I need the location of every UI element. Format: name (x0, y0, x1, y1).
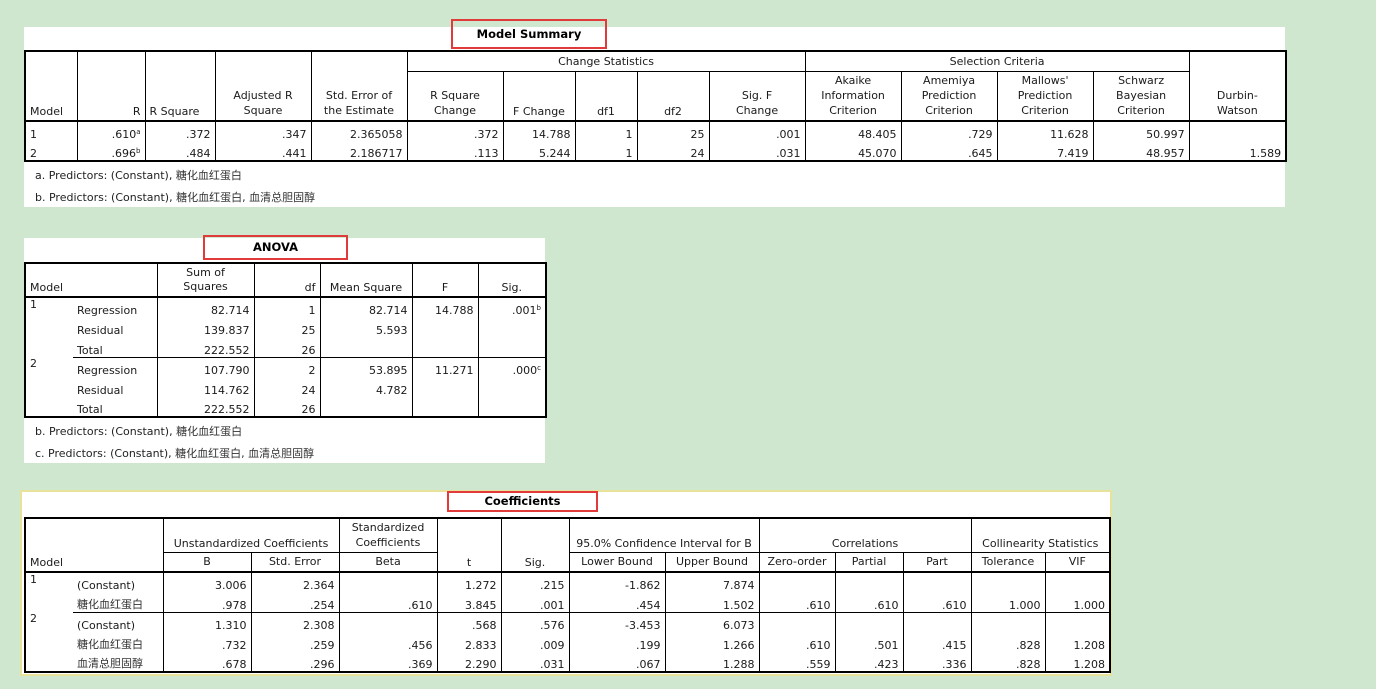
anova-footnote-c: c. Predictors: (Constant), 糖化血红蛋白, 血清总胆固… (35, 447, 315, 460)
col-df1: df1 (574, 71, 637, 121)
col-r-square-change: R Square Change (406, 71, 503, 121)
col-part: Part (902, 552, 972, 572)
anova-title: ANOVA (203, 235, 348, 260)
col-adj-r-square: Adjusted R Square (214, 50, 311, 121)
col-f-change: F Change (502, 71, 575, 121)
group-confidence-interval: 95.0% Confidence Interval for B (568, 517, 760, 553)
col-mallows: Mallows' Prediction Criterion (996, 71, 1094, 121)
table-row: 糖化血红蛋白 .978 .254 .610 3.845 .001 .454 1.… (25, 592, 1112, 613)
col-schwarz: Schwarz Bayesian Criterion (1092, 71, 1190, 121)
group-collinearity: Collinearity Statistics (970, 517, 1112, 553)
col-df: df (253, 262, 320, 298)
col-sig: Sig. (500, 517, 569, 572)
col-r: R (76, 50, 145, 121)
col-model: Model (24, 262, 157, 298)
group-standardized: Standardized Coefficients (338, 517, 437, 553)
col-std-error: Std. Error (250, 552, 339, 572)
col-sig: Sig. (477, 262, 547, 298)
table-row: Residual 139.837 25 5.593 (25, 317, 547, 337)
table-row: 1 (Constant) 3.006 2.364 1.272 .215 -1.8… (24, 571, 1112, 612)
table-row: Total 222.552 26 (25, 337, 547, 358)
col-model: Model (24, 517, 163, 572)
group-correlations: Correlations (758, 517, 972, 553)
col-r-square: R Square (144, 50, 215, 121)
col-df2: df2 (636, 71, 709, 121)
col-b: B (162, 552, 251, 572)
table-row: 2 (Constant) 1.310 2.308 .568 .576 -3.45… (24, 612, 1112, 673)
col-upper-bound: Upper Bound (664, 552, 760, 572)
table-row: 糖化血红蛋白 .732 .259 .456 2.833 .009 .199 1.… (25, 632, 1112, 652)
col-lower-bound: Lower Bound (568, 552, 665, 572)
col-akaike: Akaike Information Criterion (804, 71, 902, 121)
col-t: t (436, 517, 501, 572)
col-durbin-watson: Durbin- Watson (1188, 50, 1288, 121)
coefficients-title: Coefficients (447, 491, 598, 512)
col-tolerance: Tolerance (970, 552, 1046, 572)
table-row: 2 Regression 107.790 2 53.895 11.271 .00… (24, 357, 547, 418)
group-selection-criteria: Selection Criteria (804, 50, 1190, 72)
table-row: 1 Regression 82.714 1 82.714 14.788 .001… (24, 297, 547, 357)
col-f: F (411, 262, 478, 298)
col-mean-square: Mean Square (319, 262, 412, 298)
model-summary-footnote-a: a. Predictors: (Constant), 糖化血红蛋白 (35, 169, 242, 182)
col-amemiya: Amemiya Prediction Criterion (900, 71, 998, 121)
col-model: Model (24, 50, 77, 121)
anova-table: Model Sum of Squares df Mean Square F Sig… (24, 262, 547, 418)
col-std-error: Std. Error of the Estimate (310, 50, 407, 121)
group-change-statistics: Change Statistics (406, 50, 806, 72)
table-row: 血清总胆固醇 .678 .296 .369 2.290 .031 .067 1.… (25, 652, 1112, 673)
group-unstandardized: Unstandardized Coefficients (162, 517, 339, 553)
anova-footnote-b: b. Predictors: (Constant), 糖化血红蛋白 (35, 425, 243, 438)
col-vif: VIF (1044, 552, 1112, 572)
table-row: Residual 114.762 24 4.782 (25, 377, 547, 397)
col-sum-of-squares: Sum of Squares (156, 262, 254, 298)
col-beta: Beta (338, 552, 437, 572)
table-row: 1 .610a .372 .347 2.365058 .372 14.788 1… (24, 120, 1288, 141)
table-row: 2 .696b .484 .441 2.186717 .113 5.244 1 … (24, 141, 1288, 162)
model-summary-footnote-b: b. Predictors: (Constant), 糖化血红蛋白, 血清总胆固… (35, 191, 316, 204)
coefficients-table: Model Unstandardized Coefficients Standa… (24, 517, 1112, 673)
col-sig-f-change: Sig. F Change (708, 71, 806, 121)
col-partial: Partial (834, 552, 904, 572)
model-summary-title: Model Summary (451, 19, 607, 49)
model-summary-table: Model R R Square Adjusted R Square Std. E… (24, 50, 1288, 162)
table-row: Total 222.552 26 (25, 397, 547, 418)
col-zero-order: Zero-order (758, 552, 836, 572)
